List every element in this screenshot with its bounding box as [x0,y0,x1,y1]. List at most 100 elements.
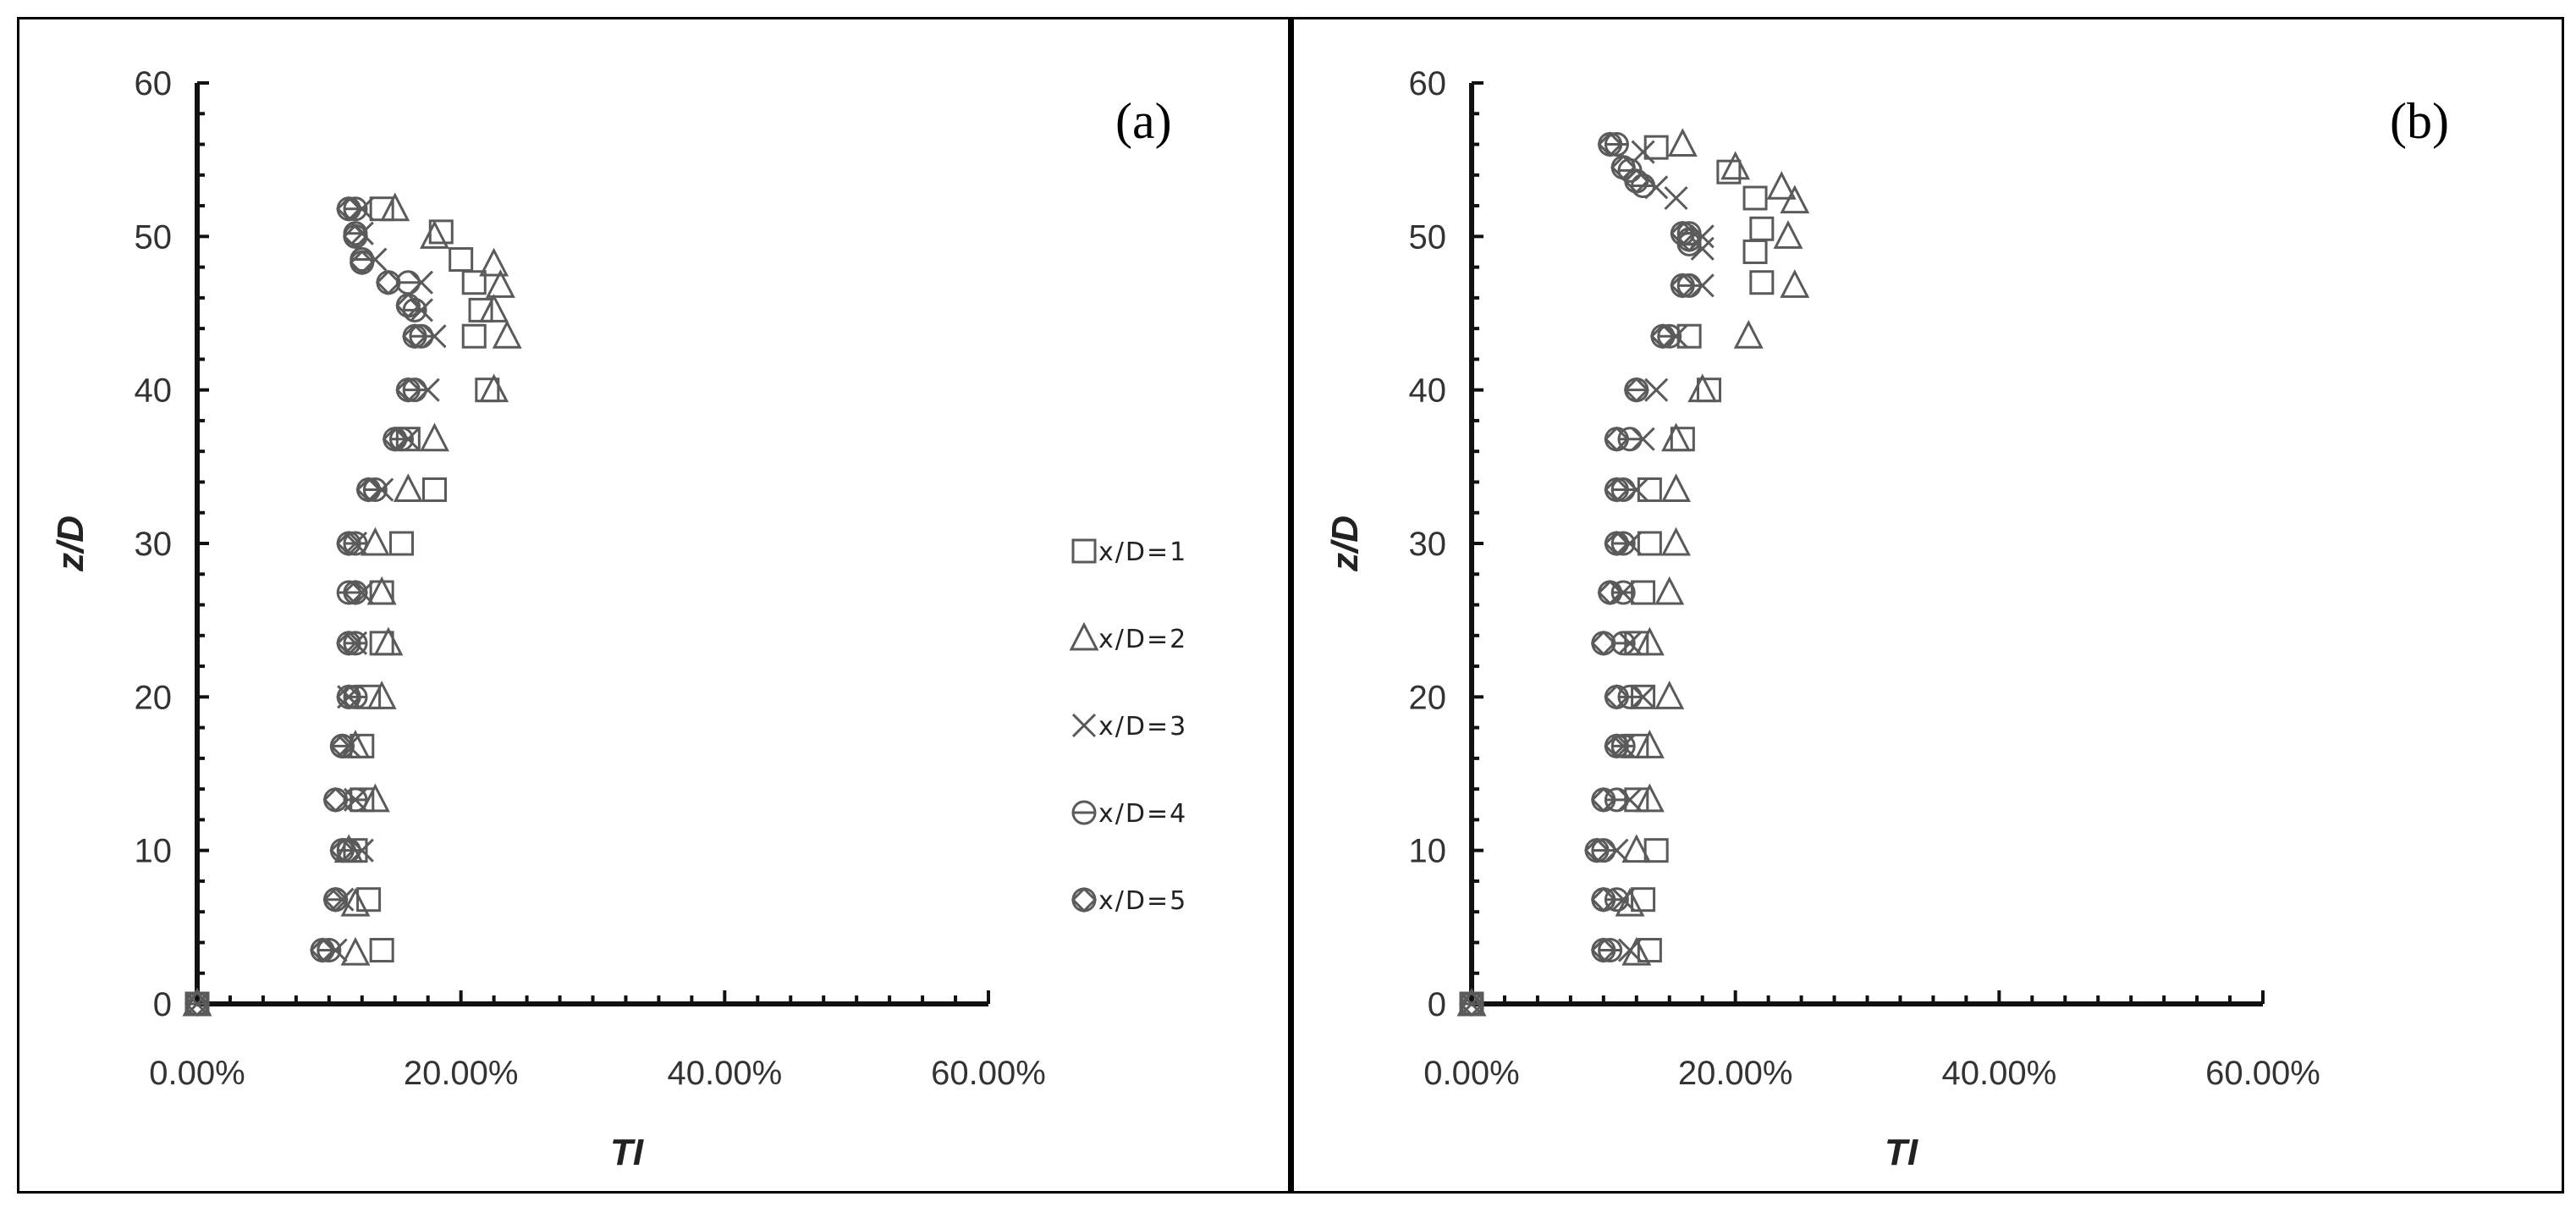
data-point [409,323,434,349]
data-point [492,319,522,349]
x-tick-label: 0.00% [149,1055,245,1092]
data-point [1733,319,1764,349]
data-point [1604,887,1629,913]
marker-diamond [395,292,421,319]
marker-diamond [1670,220,1696,246]
data-point [1590,937,1616,963]
data-point [1604,733,1630,759]
marker-diamond [355,477,382,503]
marker-diamond [329,837,355,863]
marker-diamond [342,223,369,250]
marker-diamond [375,269,402,295]
data-point [420,422,449,452]
data-point [1623,377,1649,403]
data-point [1610,154,1637,180]
data-point [1634,730,1665,758]
data-point [1654,681,1685,709]
legend-marker [1071,538,1097,564]
data-point [382,426,408,452]
data-point [1610,477,1636,503]
data-point [1604,838,1629,863]
data-point [343,631,368,656]
data-point [1643,135,1669,160]
legend-label: x/D=3 [1098,712,1187,742]
data-point [340,936,371,966]
data-point [1657,323,1682,349]
data-point [479,247,509,277]
y-tick-label: 30 [135,526,173,563]
series-x-d-1 [1459,135,1775,1017]
x-tick-label: 40.00% [1941,1055,2056,1092]
marker-diamond [1583,837,1610,863]
data-point [449,247,474,273]
data-point [1687,373,1718,403]
data-point [1649,323,1676,350]
data-point [342,579,369,606]
data-point [389,531,415,556]
legend-marker [1069,621,1099,651]
marker-diamond [1604,530,1630,557]
data-point [1590,886,1616,913]
chart-b: 0 10 20 30 40 50 60 0.00% 20.00% 40.00% 60.00% TI z/… [1324,65,2449,1173]
marker-diamond [336,630,362,656]
marker-ring [1071,887,1097,913]
data-point [1591,838,1616,863]
panel-label: (b) [2390,93,2449,149]
x-tick-label: 20.00% [1678,1055,1793,1092]
marker-diamond [1458,990,1485,1017]
data-point [1749,216,1775,241]
data-point [1742,239,1768,264]
data-point [380,192,410,222]
marker-diamond [1649,323,1676,350]
data-point [1670,220,1696,246]
marker-diamond [395,377,421,403]
marker-diamond [336,684,362,710]
x-axis-title: TI [610,1132,644,1173]
y-tick-label: 10 [1409,833,1447,870]
panel-b: 0 10 20 30 40 50 60 0.00% 20.00% 40.00% 60.00% TI z/… [1291,17,2564,1194]
legend-label: x/D=4 [1098,799,1187,829]
data-point [1670,273,1696,299]
panel-a: 0 10 20 30 40 50 60 0.00% 20.00% 40.00% 60.00% TI z/… [17,17,1291,1194]
data-point [1617,684,1643,709]
data-point [1583,837,1610,863]
data-point [1610,580,1636,605]
data-point [393,473,423,503]
data-point [350,580,374,605]
marker-diamond [329,733,355,759]
marker-diamond [336,530,362,557]
marker-diamond [342,579,369,606]
data-point [1644,378,1669,402]
data-point [402,323,428,350]
marker-diamond [322,886,349,913]
data-point [343,531,368,556]
data-point [329,733,355,759]
x-tick-label: 0.00% [1423,1055,1519,1092]
data-point [309,937,336,963]
marker-diamond [1676,226,1703,253]
y-tick-label: 50 [1409,218,1447,256]
data-point [369,938,394,963]
marker-diamond [1590,937,1616,963]
series-x-d-3 [184,196,447,1017]
series-x-d-4 [1459,132,1702,1017]
marker-diamond [1604,426,1630,452]
legend-label: x/D=1 [1098,538,1187,567]
y-tick-label: 20 [135,679,173,716]
data-point [355,477,382,503]
data-point [1590,630,1616,656]
data-point [1720,151,1751,180]
data-point [1661,473,1692,503]
data-point [322,886,349,913]
data-point [468,297,493,323]
data-point [1690,273,1715,298]
data-point [322,786,349,813]
data-point [1643,838,1669,863]
data-point [1749,270,1775,295]
data-point [1604,426,1630,452]
x-tick-label: 20.00% [404,1055,519,1092]
marker-diamond [1623,377,1649,403]
marker-diamond [184,990,211,1017]
data-point [1676,221,1702,246]
